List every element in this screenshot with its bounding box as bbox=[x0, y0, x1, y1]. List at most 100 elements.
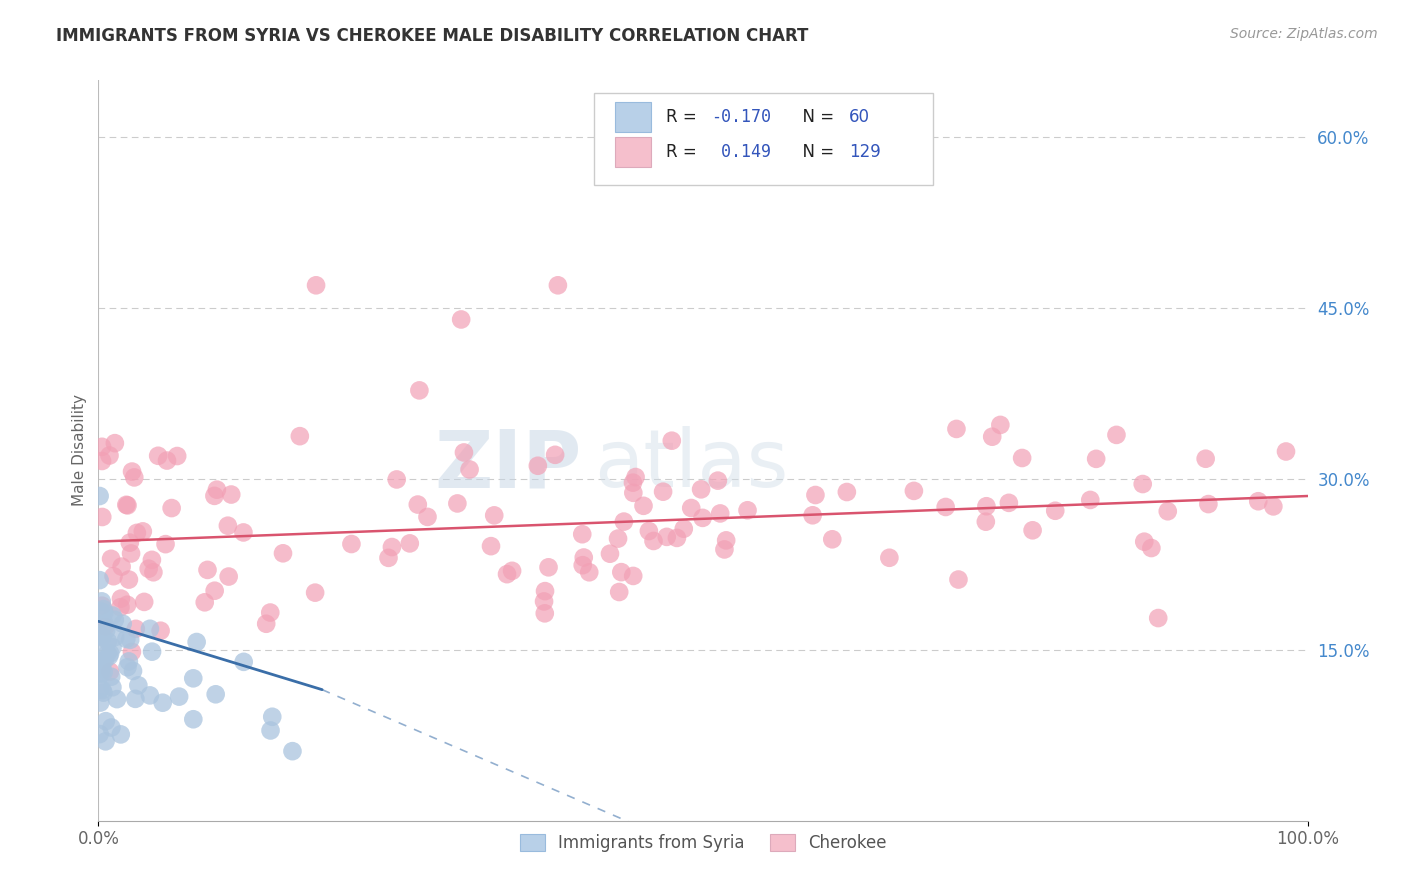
Point bbox=[377, 550, 399, 565]
Point bbox=[101, 640, 124, 655]
Point bbox=[607, 585, 630, 599]
Point bbox=[1078, 492, 1101, 507]
Point bbox=[120, 632, 142, 647]
Point bbox=[98, 665, 121, 679]
Point bbox=[204, 583, 226, 598]
Point bbox=[122, 664, 145, 678]
Point bbox=[304, 585, 326, 599]
Point bbox=[89, 573, 111, 587]
Point bbox=[101, 680, 124, 694]
Point bbox=[621, 485, 644, 500]
Point bbox=[125, 622, 148, 636]
FancyBboxPatch shape bbox=[595, 93, 932, 186]
Point bbox=[381, 540, 404, 554]
Point bbox=[127, 678, 149, 692]
Point bbox=[624, 470, 647, 484]
Point bbox=[1263, 500, 1285, 514]
Text: 129: 129 bbox=[849, 143, 882, 161]
Point bbox=[690, 483, 713, 497]
Point bbox=[134, 595, 156, 609]
Point bbox=[100, 551, 122, 566]
Point bbox=[155, 537, 177, 551]
Point bbox=[125, 525, 148, 540]
Point bbox=[533, 607, 555, 621]
Point bbox=[115, 598, 138, 612]
Point bbox=[120, 546, 142, 560]
Point bbox=[709, 507, 731, 521]
Point bbox=[89, 604, 111, 618]
Point bbox=[149, 624, 172, 638]
Text: 60: 60 bbox=[849, 108, 870, 127]
Point bbox=[714, 533, 737, 548]
Point bbox=[94, 714, 117, 728]
Point bbox=[453, 445, 475, 459]
Point bbox=[479, 539, 502, 553]
Point bbox=[672, 522, 695, 536]
Point bbox=[122, 470, 145, 484]
Point bbox=[121, 645, 143, 659]
Text: N =: N = bbox=[793, 143, 839, 161]
Point bbox=[91, 683, 114, 698]
Point bbox=[89, 629, 111, 643]
Point bbox=[156, 453, 179, 467]
Point bbox=[204, 489, 226, 503]
Point bbox=[707, 474, 730, 488]
Point bbox=[259, 606, 281, 620]
Point bbox=[94, 620, 117, 634]
Point bbox=[254, 616, 277, 631]
Point bbox=[104, 436, 127, 450]
Point bbox=[613, 515, 636, 529]
Point bbox=[89, 682, 111, 697]
Point bbox=[89, 727, 111, 741]
Point bbox=[91, 630, 114, 644]
Point bbox=[117, 499, 139, 513]
Point bbox=[100, 721, 122, 735]
FancyBboxPatch shape bbox=[614, 137, 651, 167]
Point bbox=[398, 536, 420, 550]
Point bbox=[1197, 497, 1219, 511]
Point bbox=[219, 487, 242, 501]
Point bbox=[655, 530, 678, 544]
Point bbox=[204, 687, 226, 701]
Point bbox=[305, 278, 328, 293]
FancyBboxPatch shape bbox=[614, 103, 651, 132]
Point bbox=[232, 525, 254, 540]
Point bbox=[945, 422, 967, 436]
Point bbox=[93, 602, 115, 616]
Point bbox=[665, 531, 688, 545]
Point bbox=[496, 567, 519, 582]
Point bbox=[610, 565, 633, 579]
Point bbox=[218, 569, 240, 583]
Point bbox=[91, 599, 114, 613]
Point bbox=[998, 496, 1021, 510]
Legend: Immigrants from Syria, Cherokee: Immigrants from Syria, Cherokee bbox=[512, 826, 894, 861]
Point bbox=[93, 665, 115, 679]
Point bbox=[1140, 541, 1163, 555]
Point bbox=[1132, 477, 1154, 491]
Point bbox=[94, 734, 117, 748]
Point bbox=[1011, 450, 1033, 465]
Point bbox=[104, 613, 127, 627]
Point bbox=[98, 449, 121, 463]
Point bbox=[93, 616, 115, 631]
Point bbox=[879, 550, 901, 565]
Point bbox=[166, 449, 188, 463]
Text: ZIP: ZIP bbox=[434, 426, 582, 504]
Text: R =: R = bbox=[665, 143, 702, 161]
Point bbox=[89, 626, 111, 640]
Point bbox=[91, 454, 114, 468]
Point bbox=[988, 417, 1011, 432]
Point bbox=[450, 312, 472, 326]
Point bbox=[638, 524, 661, 538]
Point bbox=[1147, 611, 1170, 625]
Text: N =: N = bbox=[793, 108, 839, 127]
Text: R =: R = bbox=[665, 108, 702, 127]
Point bbox=[181, 671, 204, 685]
Point bbox=[681, 501, 703, 516]
Point bbox=[484, 508, 506, 523]
Point bbox=[89, 665, 111, 680]
Point bbox=[118, 654, 141, 668]
Text: -0.170: -0.170 bbox=[711, 108, 772, 127]
Text: IMMIGRANTS FROM SYRIA VS CHEROKEE MALE DISABILITY CORRELATION CHART: IMMIGRANTS FROM SYRIA VS CHEROKEE MALE D… bbox=[56, 27, 808, 45]
Point bbox=[801, 508, 824, 523]
